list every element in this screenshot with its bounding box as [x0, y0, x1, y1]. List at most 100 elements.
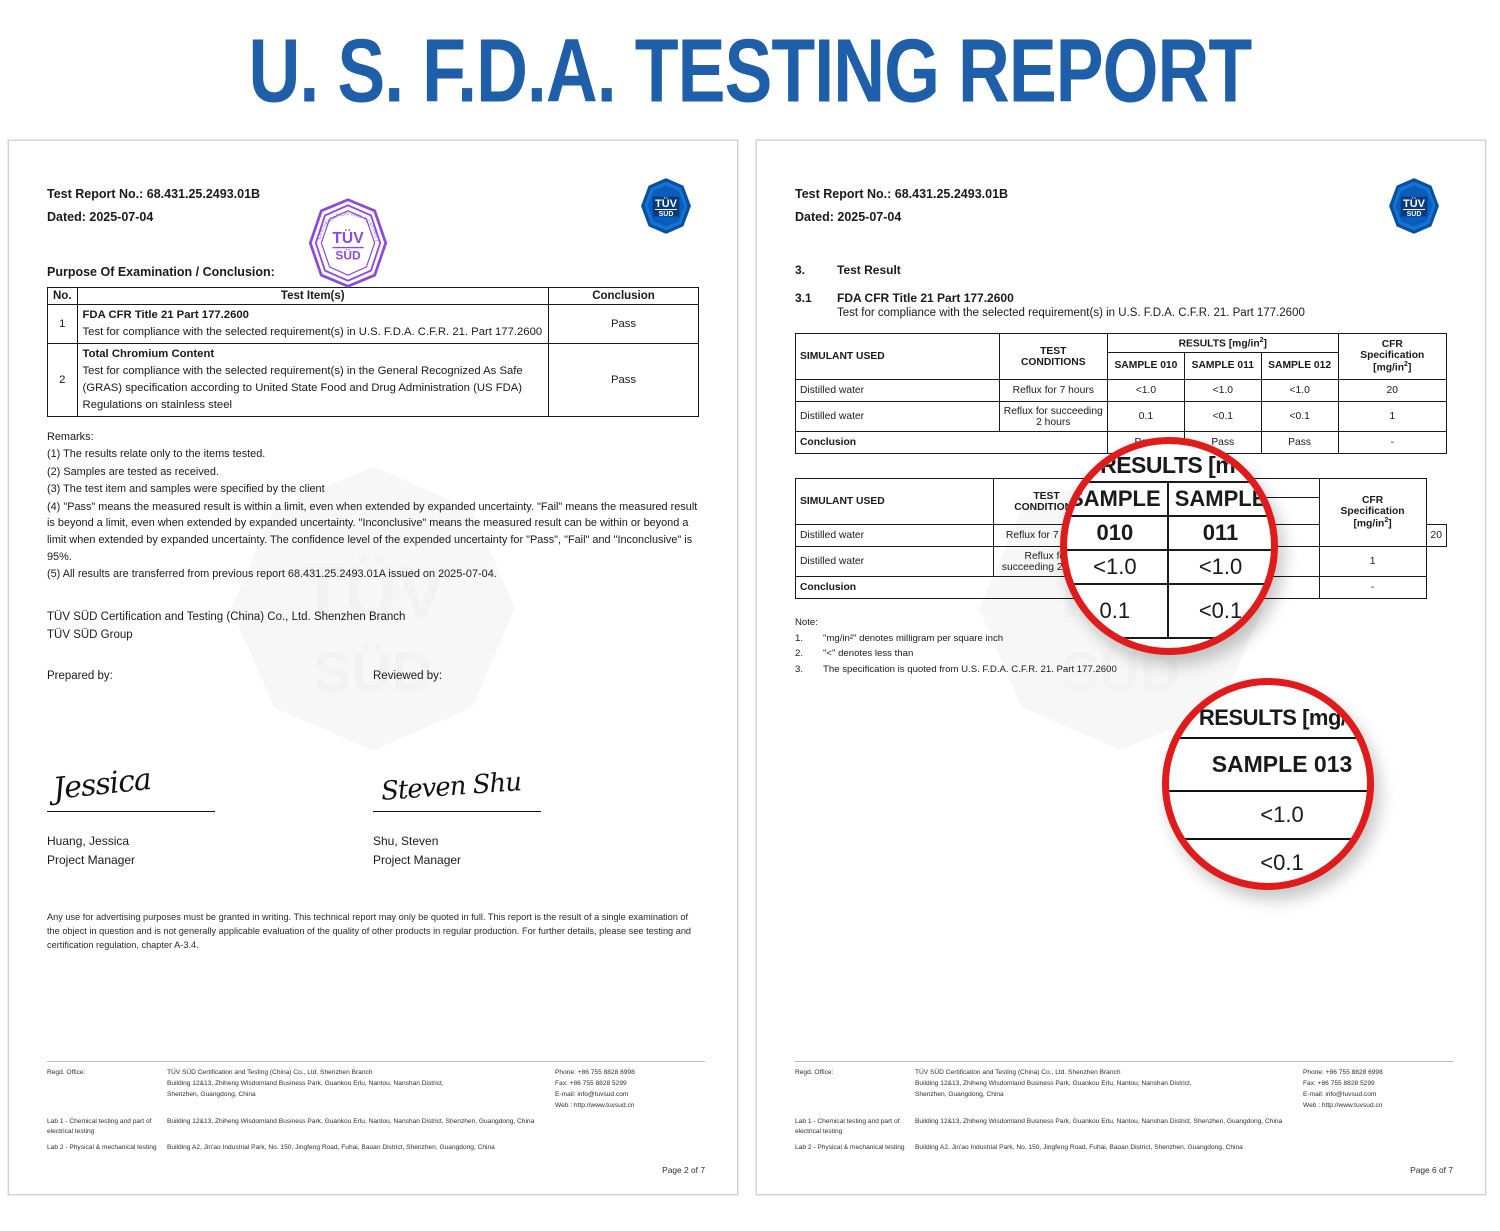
remark-item: (4) "Pass" means the measured result is … — [47, 500, 698, 563]
reviewed-by-label: Reviewed by: — [373, 670, 443, 683]
footer-regd-line: Building 12&13, Zhiheng Wisdomland Busin… — [167, 1079, 444, 1087]
footer-lab1-address: Building 12&13, Zhiheng Wisdomland Busin… — [167, 1117, 535, 1125]
left-report-date: Dated: 2025-07-04 — [47, 210, 154, 225]
row-simulant: Distilled water — [795, 379, 1000, 402]
signature-block-right: Steven Shu — [373, 708, 699, 828]
footer-regd-line: Shenzhen, Guangdong, China — [915, 1090, 1004, 1098]
magnifier-1-row: <1.0 <1.0 — [1067, 549, 1271, 585]
page-number-right: Page 6 of 7 — [1410, 1165, 1453, 1176]
org-line-2: TÜV SÜD Group — [47, 628, 133, 641]
signer-left-name: Huang, Jessica — [47, 834, 130, 849]
footer-regd-row: Regd. Office: TÜV SÜD Certification and … — [795, 1068, 1453, 1112]
magnifier-2-sample-label: SAMPLE 013 — [1169, 739, 1367, 792]
row-sample-011: <0.1 — [1183, 401, 1262, 432]
footer-web: Web : http://www.tuvsud.cn — [555, 1101, 635, 1109]
th-test-conditions: TEST CONDITIONS — [998, 333, 1108, 380]
magnifier-2-results-header: RESULTS [mg/in — [1169, 701, 1367, 739]
th-conclusion: Conclusion — [548, 287, 699, 305]
footer-lab1-row: Lab 1 - Chemical testing and part of ele… — [47, 1117, 705, 1139]
footer-lab2-label: Lab 2 - Physical & mechanical testing — [795, 1144, 905, 1152]
section-3-1-subtitle: Test for compliance with the selected re… — [837, 307, 1305, 319]
row-cfr-spec: 1 — [1337, 401, 1448, 432]
row-sample-012: <0.1 — [1260, 401, 1339, 432]
remarks-block: Remarks: (1) The results relate only to … — [47, 429, 699, 583]
remark-item: (3) The test item and samples were speci… — [47, 483, 325, 496]
footer-regd-line: TÜV SÜD Certification and Testing (China… — [915, 1069, 1121, 1077]
footer-divider — [47, 1061, 705, 1063]
row-conclusion: Pass — [548, 304, 699, 344]
magnifier-1-row: 0.1 <0.1 — [1067, 583, 1271, 639]
magnifier-2-value-1: <1.0 — [1260, 802, 1304, 827]
row-cfr-spec: 20 — [1425, 524, 1448, 547]
org-line-1: TÜV SÜD Certification and Testing (China… — [47, 610, 406, 623]
signature-steven: Steven Shu — [380, 767, 522, 808]
th-cfr-specification: CFR Specification [mg/in2] — [1318, 478, 1427, 547]
row-simulant: Distilled water — [795, 524, 994, 547]
magnifier-sample-013: RESULTS [mg/in SAMPLE 013 <1.0 <0.1 — [1162, 678, 1374, 890]
row-conditions: Reflux for 7 hours — [998, 379, 1108, 402]
row-sample-010: <1.0 — [1106, 379, 1185, 402]
footer-lab2-address: Building A2, Jin'ao Industrial Park, No.… — [915, 1144, 1243, 1152]
signer-names-row: Huang, Jessica Project Manager Shu, Stev… — [47, 832, 699, 869]
footer-contact: Phone: +86 755 8828 6998 Fax: +86 755 88… — [555, 1068, 705, 1112]
note-number: 3. — [795, 663, 804, 675]
results-table-1: SIMULANT USED TEST CONDITIONS RESULTS [m… — [795, 333, 1448, 454]
issuing-organization: TÜV SÜD Certification and Testing (China… — [47, 609, 699, 645]
tuv-sud-purple-stamp-icon: TÜV SÜD CERTIFICATION AND TESTING (CHINA… — [302, 197, 394, 289]
conclusion-cfr: - — [1318, 576, 1427, 599]
footer-regd-line: Building 12&13, Zhiheng Wisdomland Busin… — [915, 1079, 1192, 1087]
remark-item: (1) The results relate only to the items… — [47, 448, 266, 461]
mag-value-011-row1: <1.0 — [1166, 549, 1271, 585]
conclusion-cfr: - — [1337, 431, 1448, 454]
footer-regd-label: Regd. Office: — [795, 1069, 834, 1077]
row-sample-010: 0.1 — [1106, 401, 1185, 432]
mag-value-011-row2: <0.1 — [1166, 583, 1271, 639]
th-no: No. — [47, 287, 78, 305]
th-simulant-used: SIMULANT USED — [795, 333, 1000, 380]
magnifier-2-table-wrap: RESULTS [mg/in SAMPLE 013 <1.0 <0.1 — [1169, 701, 1367, 883]
signature-line-right — [373, 811, 541, 813]
th-cfr-specification: CFR Specification [mg/in2] — [1337, 333, 1448, 380]
footer-lab2-label: Lab 2 - Physical & mechanical testing — [47, 1144, 157, 1152]
magnifier-1-row: SAMPLE SAMPLE — [1067, 481, 1271, 517]
note-text: "mg/in²" denotes milligram per square in… — [823, 632, 1004, 644]
row-item: FDA CFR Title 21 Part 177.2600 Test for … — [76, 304, 550, 344]
row-item-title: Total Chromium Content — [82, 347, 215, 360]
row-cfr-spec: 20 — [1337, 379, 1448, 402]
footer-divider — [795, 1061, 1453, 1063]
document-page-left[interactable]: TÜV SÜD Test Report No.: 68.431.25.2493.… — [8, 140, 738, 1195]
magnifier-1-table: SAMPLE SAMPLE 010 011 <1.0 <1.0 0.1 — [1067, 481, 1271, 639]
svg-text:SÜD: SÜD — [659, 209, 674, 218]
signer-right-role: Project Manager — [373, 852, 462, 867]
table-row: 2 Total Chromium Content Test for compli… — [47, 342, 699, 417]
section-3-1-number: 3.1 — [795, 291, 812, 305]
magnifier-1-table-wrap: RESULTS [m SAMPLE SAMPLE 010 011 <1.0 — [1067, 452, 1271, 639]
row-no: 2 — [47, 342, 78, 417]
mag-sample-number-011: 011 — [1166, 516, 1271, 551]
magnifier-2-content: RESULTS [mg/in SAMPLE 013 <1.0 <0.1 — [1169, 685, 1367, 883]
page-title: U. S. F.D.A. TESTING REPORT — [248, 19, 1253, 121]
footer-email: E-mail: info@tuvsud.com — [555, 1090, 629, 1098]
conclusion-sample-012: Pass — [1260, 431, 1339, 454]
svg-text:TÜV: TÜV — [655, 197, 678, 210]
section-3: 3. Test Result — [795, 263, 1447, 277]
table-header-row: No. Test Item(s) Conclusion — [47, 287, 699, 305]
document-page-right[interactable]: TÜV SÜD Test Report No.: 68.431.25.2493.… — [756, 140, 1486, 1195]
prepared-by-label: Prepared by: — [47, 670, 113, 683]
svg-text:TÜV: TÜV — [1403, 197, 1426, 210]
row-item-title: FDA CFR Title 21 Part 177.2600 — [82, 309, 249, 321]
mag-value-010-row1: <1.0 — [1067, 549, 1169, 585]
table-row: 1 FDA CFR Title 21 Part 177.2600 Test fo… — [47, 304, 699, 344]
magnifier-1-content: RESULTS [m SAMPLE SAMPLE 010 011 <1.0 — [1067, 444, 1271, 648]
row-no: 1 — [47, 304, 78, 344]
document-pages-container: TÜV SÜD Test Report No.: 68.431.25.2493.… — [0, 140, 1500, 1215]
mag-sample-label-010: SAMPLE — [1067, 481, 1169, 517]
notes-label: Note: — [795, 617, 818, 628]
tuv-sud-logo-icon: TÜV SÜD — [1385, 177, 1443, 235]
footer-phone: Phone: +86 755 8828 6998 — [555, 1069, 635, 1077]
tuv-sud-logo-icon: TÜV SÜD — [637, 177, 695, 235]
row-item: Total Chromium Content Test for complian… — [76, 342, 550, 417]
footer-regd-line: TÜV SÜD Certification and Testing (China… — [167, 1069, 373, 1077]
right-report-number: Test Report No.: 68.431.25.2493.01B — [795, 187, 1009, 201]
footer-lab2-row: Lab 2 - Physical & mechanical testing Bu… — [795, 1143, 1453, 1154]
